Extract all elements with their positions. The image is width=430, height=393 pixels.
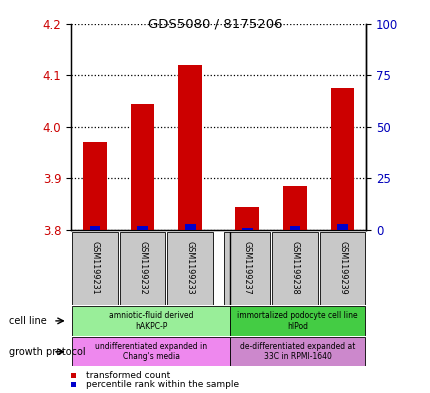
Bar [224,232,270,305]
Bar [330,88,353,230]
Bar [230,337,365,366]
Text: GSM1199237: GSM1199237 [242,241,251,295]
Bar [137,226,147,230]
Bar [178,65,202,230]
Bar [336,224,347,230]
Bar [230,306,365,336]
Bar [289,226,300,230]
Bar [71,382,76,387]
Bar [72,232,117,305]
Bar [184,224,195,230]
Bar [120,232,165,305]
Text: amniotic-fluid derived
hAKPC-P: amniotic-fluid derived hAKPC-P [109,311,193,331]
Bar [241,228,252,230]
Text: GDS5080 / 8175206: GDS5080 / 8175206 [148,18,282,31]
Bar [72,337,230,366]
Bar [235,207,258,230]
Bar [271,232,317,305]
Text: GSM1199238: GSM1199238 [290,241,299,295]
Text: GSM1199233: GSM1199233 [185,241,194,295]
Bar [71,373,76,378]
Text: cell line: cell line [9,316,46,326]
Text: GSM1199231: GSM1199231 [90,241,99,295]
Bar [283,186,306,230]
Text: immortalized podocyte cell line
hIPod: immortalized podocyte cell line hIPod [237,311,357,331]
Text: undifferentiated expanded in
Chang's media: undifferentiated expanded in Chang's med… [95,342,207,362]
Bar [167,232,212,305]
Text: percentile rank within the sample: percentile rank within the sample [86,380,239,389]
Bar [89,226,100,230]
Text: GSM1199239: GSM1199239 [337,241,346,295]
Text: growth protocol: growth protocol [9,347,85,357]
Text: transformed count: transformed count [86,371,170,380]
Bar [319,232,365,305]
Text: GSM1199232: GSM1199232 [138,241,147,295]
Bar [83,142,107,230]
Bar [130,103,154,230]
Text: de-differentiated expanded at
33C in RPMI-1640: de-differentiated expanded at 33C in RPM… [240,342,355,362]
Bar [72,306,230,336]
